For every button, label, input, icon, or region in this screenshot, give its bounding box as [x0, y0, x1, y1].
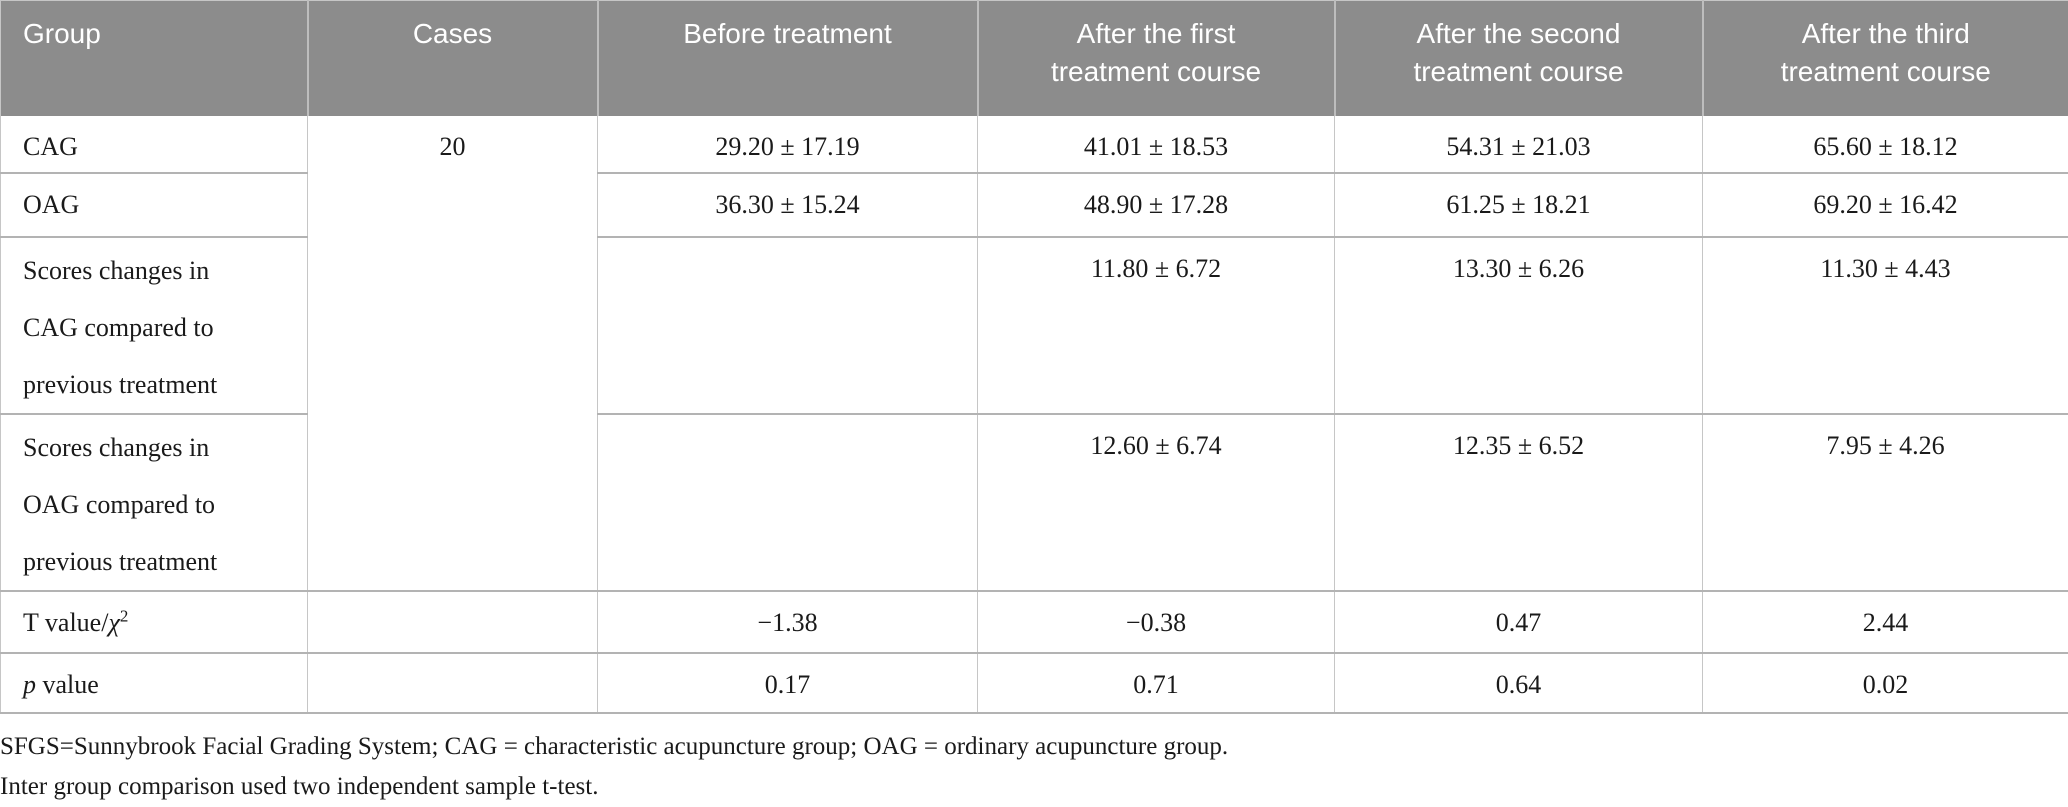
- empty-cell: [598, 414, 978, 591]
- sfgs-results-table: Group Cases Before treatment After the f…: [0, 0, 2068, 714]
- empty-cell: [308, 591, 598, 653]
- table-row-cag: CAG 20 29.20 ± 17.19 41.01 ± 18.53 54.31…: [1, 116, 2068, 173]
- cases-merged-cell: 20: [308, 116, 598, 591]
- column-header-before-treatment: Before treatment: [598, 1, 978, 116]
- oag-after-third-value: 69.20 ± 16.42: [1703, 173, 2068, 237]
- cag-after-third-value: 65.60 ± 18.12: [1703, 116, 2068, 173]
- p-symbol: p: [23, 670, 36, 699]
- column-header-group: Group: [1, 1, 308, 116]
- cag-change-after-third-value: 11.30 ± 4.43: [1703, 237, 2068, 414]
- empty-cell: [598, 237, 978, 414]
- column-header-after-first-course: After the first treatment course: [978, 1, 1335, 116]
- p-value-before: 0.17: [598, 653, 978, 713]
- cag-after-second-value: 54.31 ± 21.03: [1335, 116, 1703, 173]
- paper-table-figure: Group Cases Before treatment After the f…: [0, 0, 2068, 773]
- oag-before-value: 36.30 ± 15.24: [598, 173, 978, 237]
- row-label-score-changes-cag: Scores changes in CAG compared to previo…: [1, 237, 308, 414]
- footnote-abbreviations: SFGS=Sunnybrook Facial Grading System; C…: [0, 727, 2068, 767]
- p-value-label-text: value: [36, 670, 99, 699]
- chi-symbol: χ: [108, 608, 119, 637]
- cag-before-value: 29.20 ± 17.19: [598, 116, 978, 173]
- table-row-p-value: p value 0.17 0.71 0.64 0.02: [1, 653, 2068, 713]
- oag-after-first-value: 48.90 ± 17.28: [978, 173, 1335, 237]
- column-header-cases: Cases: [308, 1, 598, 116]
- oag-change-after-second-value: 12.35 ± 6.52: [1335, 414, 1703, 591]
- row-label-cag: CAG: [1, 116, 308, 173]
- column-header-after-second-course: After the second treatment course: [1335, 1, 1703, 116]
- chi-superscript: 2: [120, 606, 129, 625]
- p-value-after-third: 0.02: [1703, 653, 2068, 713]
- oag-change-after-third-value: 7.95 ± 4.26: [1703, 414, 2068, 591]
- column-header-after-third-course: After the third treatment course: [1703, 1, 2068, 116]
- t-value-after-first: −0.38: [978, 591, 1335, 653]
- t-value-after-third: 2.44: [1703, 591, 2068, 653]
- oag-change-after-first-value: 12.60 ± 6.74: [978, 414, 1335, 591]
- t-value-label-text: T value/: [23, 608, 108, 637]
- p-value-after-first: 0.71: [978, 653, 1335, 713]
- cag-change-after-second-value: 13.30 ± 6.26: [1335, 237, 1703, 414]
- cag-after-first-value: 41.01 ± 18.53: [978, 116, 1335, 173]
- row-label-t-value-chi-square: T value/χ2: [1, 591, 308, 653]
- row-label-score-changes-oag: Scores changes in OAG compared to previo…: [1, 414, 308, 591]
- row-label-p-value: p value: [1, 653, 308, 713]
- cag-change-after-first-value: 11.80 ± 6.72: [978, 237, 1335, 414]
- table-footnotes: SFGS=Sunnybrook Facial Grading System; C…: [0, 727, 2068, 807]
- row-label-oag: OAG: [1, 173, 308, 237]
- t-value-after-second: 0.47: [1335, 591, 1703, 653]
- t-value-before: −1.38: [598, 591, 978, 653]
- p-value-after-second: 0.64: [1335, 653, 1703, 713]
- table-header-row: Group Cases Before treatment After the f…: [1, 1, 2068, 116]
- oag-after-second-value: 61.25 ± 18.21: [1335, 173, 1703, 237]
- table-row-t-value: T value/χ2 −1.38 −0.38 0.47 2.44: [1, 591, 2068, 653]
- empty-cell: [308, 653, 598, 713]
